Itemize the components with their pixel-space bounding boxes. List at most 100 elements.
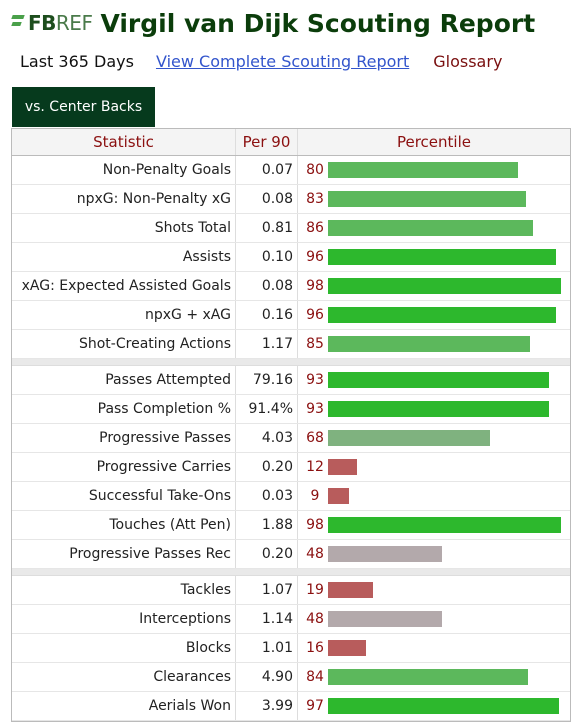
percentile-bar-track (328, 517, 566, 533)
percentile-bar (328, 191, 526, 207)
percentile-cell: 19 (298, 576, 570, 604)
header-percentile[interactable]: Percentile (396, 133, 471, 151)
percentile-bar-track (328, 191, 566, 207)
view-complete-report-link[interactable]: View Complete Scouting Report (155, 52, 410, 71)
header-statistic[interactable]: Statistic (12, 129, 236, 155)
percentile-cell: 96 (298, 243, 570, 271)
statistic-name: npxG: Non-Penalty xG (12, 185, 236, 213)
percentile-bar (328, 611, 443, 627)
per90-value: 1.01 (236, 634, 298, 662)
percentile-cell: 83 (298, 185, 570, 213)
percentile-cell: 48 (298, 540, 570, 568)
percentile-value: 96 (306, 249, 324, 265)
per90-value: 0.16 (236, 301, 298, 329)
statistic-name: Touches (Att Pen) (12, 511, 236, 539)
percentile-bar-track (328, 611, 566, 627)
table-row: Shots Total 0.81 86 (12, 214, 570, 243)
percentile-bar (328, 582, 374, 598)
percentile-bar (328, 698, 559, 714)
tab-vs-center-backs[interactable]: vs. Center Backs (12, 87, 155, 127)
percentile-bar (328, 220, 533, 236)
percentile-bar (328, 546, 443, 562)
percentile-value: 97 (306, 698, 324, 714)
per90-value: 0.20 (236, 453, 298, 481)
percentile-value: 98 (306, 517, 324, 533)
percentile-bar-track (328, 278, 566, 294)
percentile-cell: 93 (298, 395, 570, 423)
table-row: Blocks 1.01 16 (12, 634, 570, 663)
percentile-bar-track (328, 669, 566, 685)
percentile-cell: 84 (298, 663, 570, 691)
table-row: Progressive Carries 0.20 12 (12, 453, 570, 482)
percentile-value: 80 (306, 162, 324, 178)
percentile-cell: 98 (298, 272, 570, 300)
percentile-bar-track (328, 459, 566, 475)
percentile-bar-track (328, 372, 566, 388)
statistic-name: Tackles (12, 576, 236, 604)
percentile-value: 93 (306, 372, 324, 388)
per90-value: 79.16 (236, 366, 298, 394)
glossary-link[interactable]: Glossary (433, 52, 503, 71)
statistic-name: npxG + xAG (12, 301, 236, 329)
percentile-cell: 86 (298, 214, 570, 242)
percentile-bar-track (328, 640, 566, 656)
header-per90[interactable]: Per 90 (236, 129, 298, 155)
percentile-value: 9 (310, 488, 320, 504)
per90-value: 0.08 (236, 185, 298, 213)
group-separator (12, 359, 570, 366)
statistic-name: Assists (12, 243, 236, 271)
percentile-cell: 96 (298, 301, 570, 329)
percentile-bar-track (328, 430, 566, 446)
fbref-logo[interactable]: FBREF (12, 8, 93, 38)
percentile-cell: 12 (298, 453, 570, 481)
per90-value: 91.4% (236, 395, 298, 423)
percentile-value: 19 (306, 582, 324, 598)
table-row: Progressive Passes Rec 0.20 48 (12, 540, 570, 569)
percentile-cell: 68 (298, 424, 570, 452)
statistic-name: Progressive Passes Rec (12, 540, 236, 568)
table-header: Statistic Per 90 Percentile (12, 129, 570, 156)
table-row: Clearances 4.90 84 (12, 663, 570, 692)
scouting-table: Statistic Per 90 Percentile Non-Penalty … (11, 128, 571, 722)
per90-value: 0.20 (236, 540, 298, 568)
table-row: Touches (Att Pen) 1.88 98 (12, 511, 570, 540)
statistic-name: Blocks (12, 634, 236, 662)
table-row: xAG: Expected Assisted Goals 0.08 98 (12, 272, 570, 301)
percentile-bar (328, 488, 350, 504)
table-body: Non-Penalty Goals 0.07 80 npxG: Non-Penalty… (12, 156, 570, 721)
table-row: Non-Penalty Goals 0.07 80 (12, 156, 570, 185)
table-row: Pass Completion % 91.4% 93 (12, 395, 570, 424)
per90-value: 0.08 (236, 272, 298, 300)
percentile-value: 96 (306, 307, 324, 323)
percentile-bar-track (328, 488, 566, 504)
percentile-bar (328, 278, 562, 294)
per90-value: 0.10 (236, 243, 298, 271)
fbref-logo-icon (12, 13, 26, 33)
percentile-cell: 48 (298, 605, 570, 633)
per90-value: 1.14 (236, 605, 298, 633)
percentile-value: 48 (306, 546, 324, 562)
percentile-cell: 85 (298, 330, 570, 358)
percentile-bar-track (328, 220, 566, 236)
statistic-name: Successful Take-Ons (12, 482, 236, 510)
table-row: Interceptions 1.14 48 (12, 605, 570, 634)
percentile-bar (328, 640, 367, 656)
statistic-name: Progressive Carries (12, 453, 236, 481)
percentile-bar-track (328, 249, 566, 265)
per90-value: 4.90 (236, 663, 298, 691)
statistic-name: Progressive Passes (12, 424, 236, 452)
percentile-bar (328, 430, 490, 446)
percentile-bar (328, 669, 528, 685)
percentile-cell: 98 (298, 511, 570, 539)
statistic-name: Non-Penalty Goals (12, 156, 236, 184)
percentile-cell: 16 (298, 634, 570, 662)
percentile-value: 93 (306, 401, 324, 417)
percentile-bar (328, 162, 519, 178)
percentile-value: 85 (306, 336, 324, 352)
statistic-name: Interceptions (12, 605, 236, 633)
percentile-bar-track (328, 162, 566, 178)
page-title: Virgil van Dijk Scouting Report (100, 8, 536, 38)
statistic-name: Shot-Creating Actions (12, 330, 236, 358)
table-row: npxG + xAG 0.16 96 (12, 301, 570, 330)
percentile-bar (328, 249, 557, 265)
